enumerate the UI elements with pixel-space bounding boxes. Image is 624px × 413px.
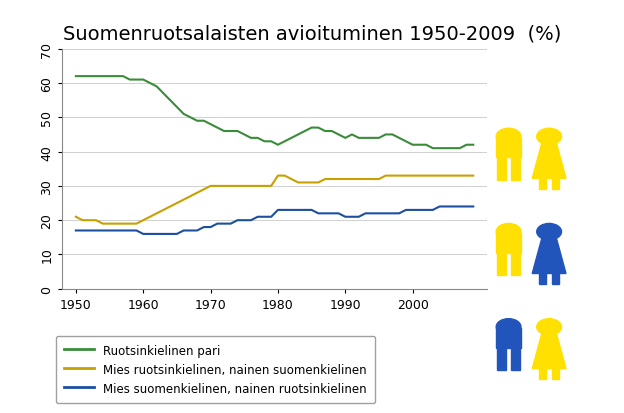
Ruotsinkielinen pari [321, 129, 329, 134]
Ruotsinkielinen pari [429, 146, 437, 151]
Mies suomenkielinen, nainen ruotsinkielinen [207, 225, 214, 230]
Ruotsinkielinen pari [200, 119, 208, 124]
Mies ruotsinkielinen, nainen suomenkielinen [99, 222, 107, 227]
Line: Ruotsinkielinen pari: Ruotsinkielinen pari [76, 77, 473, 149]
Mies suomenkielinen, nainen ruotsinkielinen [436, 204, 443, 209]
Mies ruotsinkielinen, nainen suomenkielinen [180, 198, 187, 203]
Mies ruotsinkielinen, nainen suomenkielinen [207, 184, 214, 189]
Mies suomenkielinen, nainen ruotsinkielinen [469, 204, 477, 209]
Line: Mies suomenkielinen, nainen ruotsinkielinen: Mies suomenkielinen, nainen ruotsinkieli… [76, 207, 473, 234]
Ruotsinkielinen pari [72, 74, 80, 79]
Ruotsinkielinen pari [469, 143, 477, 148]
Legend: Ruotsinkielinen pari, Mies ruotsinkielinen, nainen suomenkielinen, Mies suomenki: Ruotsinkielinen pari, Mies ruotsinkielin… [56, 336, 375, 403]
Mies ruotsinkielinen, nainen suomenkielinen [274, 174, 281, 179]
Mies suomenkielinen, nainen ruotsinkielinen [180, 228, 187, 233]
Ruotsinkielinen pari [207, 122, 214, 127]
Mies ruotsinkielinen, nainen suomenkielinen [146, 215, 154, 220]
Mies ruotsinkielinen, nainen suomenkielinen [213, 184, 221, 189]
Mies suomenkielinen, nainen ruotsinkielinen [140, 232, 147, 237]
Mies suomenkielinen, nainen ruotsinkielinen [193, 228, 201, 233]
Mies suomenkielinen, nainen ruotsinkielinen [328, 211, 336, 216]
Mies suomenkielinen, nainen ruotsinkielinen [146, 232, 154, 237]
Ruotsinkielinen pari [187, 116, 194, 121]
Mies ruotsinkielinen, nainen suomenkielinen [193, 191, 201, 196]
Text: Suomenruotsalaisten avioituminen 1950-2009  (%): Suomenruotsalaisten avioituminen 1950-20… [63, 25, 561, 44]
Mies suomenkielinen, nainen ruotsinkielinen [72, 228, 80, 233]
Mies ruotsinkielinen, nainen suomenkielinen [469, 174, 477, 179]
Mies ruotsinkielinen, nainen suomenkielinen [335, 177, 343, 182]
Mies suomenkielinen, nainen ruotsinkielinen [213, 222, 221, 227]
Mies ruotsinkielinen, nainen suomenkielinen [72, 215, 80, 220]
Ruotsinkielinen pari [140, 78, 147, 83]
Line: Mies ruotsinkielinen, nainen suomenkielinen: Mies ruotsinkielinen, nainen suomenkieli… [76, 176, 473, 224]
Ruotsinkielinen pari [173, 105, 180, 110]
